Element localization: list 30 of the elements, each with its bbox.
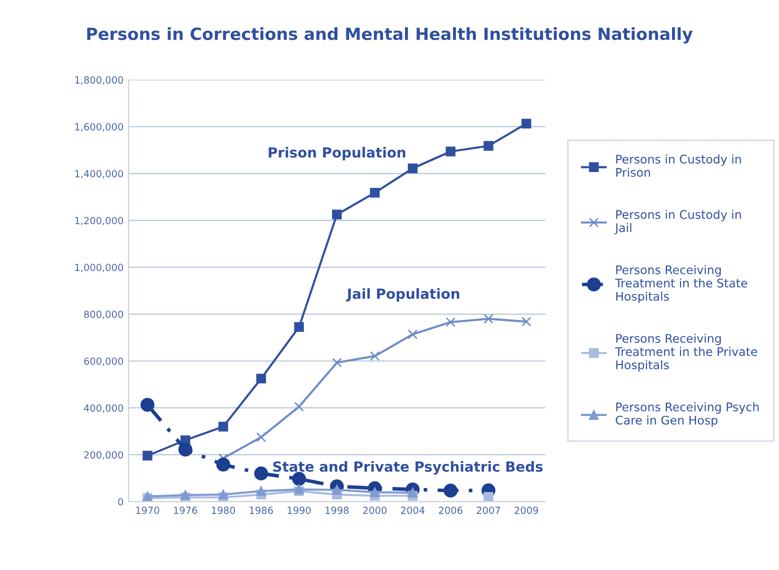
y-tick-label: 200,000 [84,451,124,460]
x-tick-label: 2000 [363,506,387,514]
annotation: Jail Population [346,288,460,302]
x-tick-label: 2007 [476,506,500,514]
legend-label: Persons in Custody in Prison [616,154,741,177]
y-tick-label: 1,000,000 [75,264,124,272]
legend-label: Persons Receiving Treatment in the Private Hospitals [615,334,758,372]
x-tick-label: 1990 [288,506,311,514]
x-tick-label: 2006 [438,506,462,514]
x-tick-label: 1976 [174,506,198,514]
y-tick-label: 400,000 [84,404,124,413]
legend-label: Persons Receiving Treatment in the State Hospitals [615,265,748,304]
y-tick-label: 600,000 [84,357,124,366]
x-tick-label: 2004 [401,506,425,514]
y-tick-label: 1,600,000 [75,123,124,132]
annotation: State and Private Psychiatric Beds [273,461,543,475]
y-tick-label: 0 [118,498,124,506]
x-tick-label: 1998 [326,506,349,514]
x-tick-label: 2009 [514,506,538,514]
y-tick-label: 800,000 [84,310,124,319]
x-tick-label: 1980 [212,506,235,514]
x-tick-label: 1986 [250,506,273,514]
chart-title: Persons in Corrections and Mental Health Institutions Nationally [87,27,693,44]
y-tick-label: 1,400,000 [75,170,124,178]
y-tick-label: 1,800,000 [75,76,124,85]
x-tick-label: 1970 [136,506,160,514]
y-tick-label: 1,200,000 [75,216,124,226]
legend-label: Persons Receiving Psych Care in Gen Hosp [616,402,759,427]
legend-label: Persons in Custody in Jail [614,210,741,234]
annotation: Prison Population [268,146,406,160]
